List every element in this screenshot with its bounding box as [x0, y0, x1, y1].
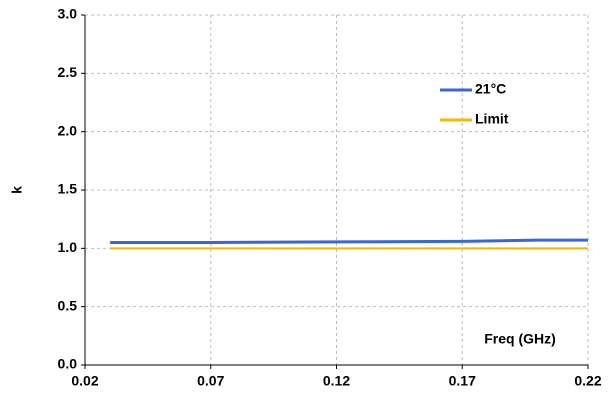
- x-tick-label: 0.12: [323, 373, 350, 389]
- x-tick-label: 0.22: [574, 373, 601, 389]
- x-tick-label: 0.07: [197, 373, 224, 389]
- y-axis-label: k: [9, 186, 25, 194]
- y-tick-label: 1.5: [58, 181, 78, 197]
- series-line: [110, 238, 588, 244]
- y-tick-label: 3.0: [58, 6, 78, 22]
- x-axis-label: Freq (GHz): [484, 331, 556, 347]
- y-tick-label: 1.0: [58, 239, 78, 255]
- y-tick-label: 2.5: [58, 64, 78, 80]
- y-tick-label: 2.0: [58, 122, 78, 138]
- x-tick-label: 0.17: [449, 373, 476, 389]
- legend-label: 21°C: [475, 81, 506, 97]
- legend-label: Limit: [475, 111, 509, 127]
- y-tick-label: 0.0: [58, 356, 78, 372]
- x-tick-label: 0.02: [71, 373, 98, 389]
- y-tick-label: 0.5: [58, 297, 78, 313]
